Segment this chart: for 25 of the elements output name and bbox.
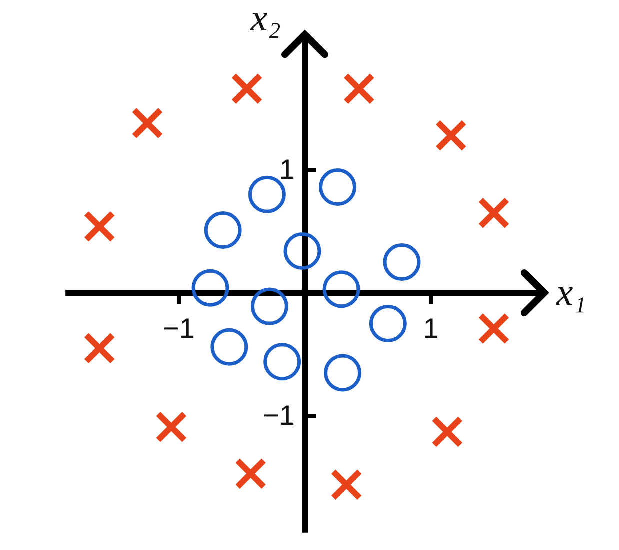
point (319, 168, 357, 206)
point (343, 72, 376, 105)
point (204, 212, 242, 250)
point (264, 343, 302, 381)
point (478, 197, 510, 230)
point (369, 305, 407, 343)
point (234, 458, 267, 490)
point (324, 354, 362, 392)
point (322, 270, 360, 308)
point (84, 332, 116, 364)
point (478, 312, 510, 345)
point (431, 416, 464, 448)
x-axis-title: x₁ (555, 272, 586, 314)
point (231, 72, 264, 105)
point (132, 107, 164, 140)
y-axis-title: x₂ (250, 0, 281, 40)
point (192, 269, 230, 307)
point (84, 210, 116, 243)
point (250, 288, 288, 326)
point (330, 468, 363, 501)
point (210, 328, 248, 366)
point (155, 411, 188, 444)
point (435, 120, 468, 152)
point (383, 244, 421, 282)
point (284, 232, 322, 270)
